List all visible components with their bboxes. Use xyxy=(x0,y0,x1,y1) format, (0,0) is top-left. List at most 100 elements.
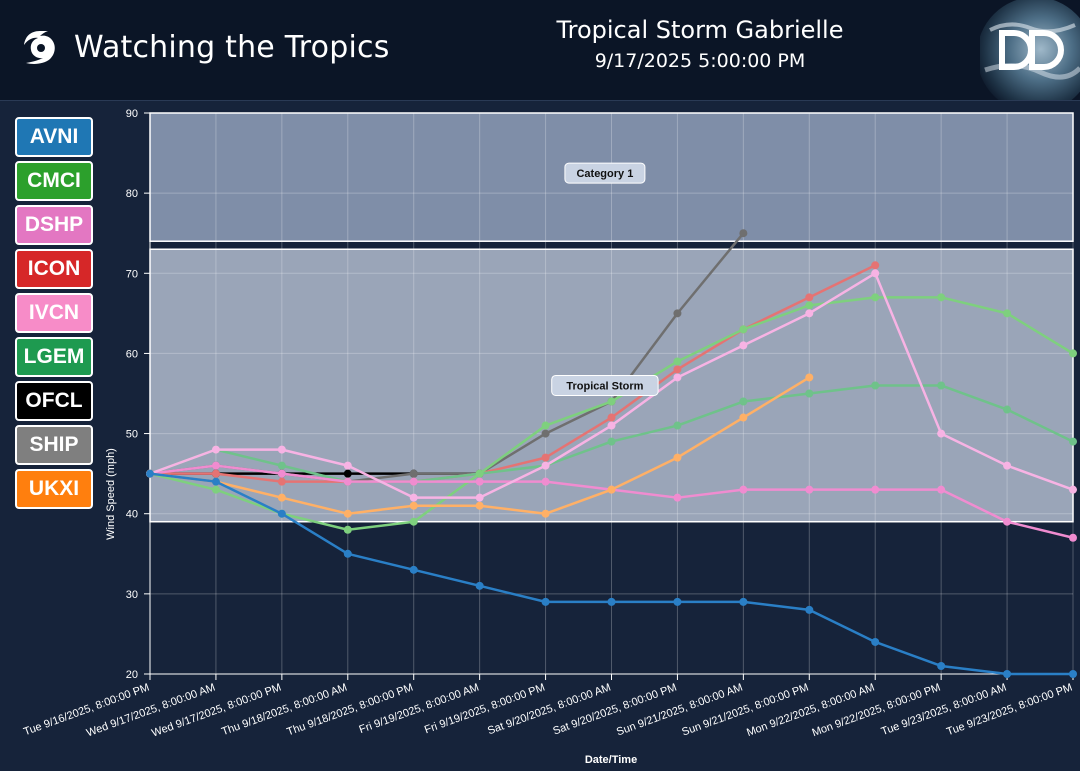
legend-button-ivcn[interactable]: IVCN xyxy=(15,293,93,333)
data-point-avni[interactable] xyxy=(673,597,682,606)
y-tick-label: 60 xyxy=(126,348,138,360)
data-point-cmci[interactable] xyxy=(607,397,616,406)
data-point-cmci[interactable] xyxy=(409,517,418,526)
data-point-icon[interactable] xyxy=(673,365,682,374)
data-point-ukxi[interactable] xyxy=(607,485,616,494)
data-point-icon[interactable] xyxy=(871,261,880,270)
data-point-cmci[interactable] xyxy=(673,357,682,366)
data-point-lgem[interactable] xyxy=(1069,437,1077,446)
data-point-avni[interactable] xyxy=(146,469,154,478)
legend-button-dshp[interactable]: DSHP xyxy=(15,205,93,245)
data-point-avni[interactable] xyxy=(541,597,550,606)
data-point-dshp[interactable] xyxy=(409,477,418,486)
data-point-icon[interactable] xyxy=(541,453,550,462)
data-point-icon[interactable] xyxy=(211,469,220,478)
data-point-dshp[interactable] xyxy=(541,477,550,486)
data-point-dshp[interactable] xyxy=(871,485,880,494)
data-point-ukxi[interactable] xyxy=(475,501,484,510)
data-point-lgem[interactable] xyxy=(1003,405,1012,414)
data-point-ukxi[interactable] xyxy=(343,509,352,518)
data-point-dshp[interactable] xyxy=(739,485,748,494)
data-point-dshp[interactable] xyxy=(673,493,682,502)
data-point-dshp[interactable] xyxy=(343,477,352,486)
data-point-ivcn[interactable] xyxy=(475,493,484,502)
data-point-cmci[interactable] xyxy=(1069,349,1077,358)
data-point-lgem[interactable] xyxy=(607,437,616,446)
data-point-cmci[interactable] xyxy=(475,469,484,478)
legend-button-cmci[interactable]: CMCI xyxy=(15,161,93,201)
data-point-ivcn[interactable] xyxy=(211,445,220,454)
legend-button-lgem[interactable]: LGEM xyxy=(15,337,93,377)
data-point-avni[interactable] xyxy=(475,581,484,590)
data-point-icon[interactable] xyxy=(805,293,814,302)
legend-button-ukxi[interactable]: UKXI xyxy=(15,469,93,509)
data-point-dshp[interactable] xyxy=(277,469,286,478)
data-point-ofcl[interactable] xyxy=(343,469,352,478)
data-point-avni[interactable] xyxy=(871,637,880,646)
data-point-avni[interactable] xyxy=(277,509,286,518)
series-ivcn[interactable] xyxy=(146,269,1077,502)
series-avni[interactable] xyxy=(146,469,1077,678)
data-point-avni[interactable] xyxy=(1069,670,1077,678)
data-point-avni[interactable] xyxy=(805,605,814,614)
data-point-cmci[interactable] xyxy=(541,421,550,430)
legend-button-avni[interactable]: AVNI xyxy=(15,117,93,157)
data-point-ivcn[interactable] xyxy=(673,373,682,382)
data-point-dshp[interactable] xyxy=(475,477,484,486)
data-point-ship[interactable] xyxy=(739,229,748,238)
data-point-ship[interactable] xyxy=(541,429,550,438)
storm-timestamp: 9/17/2025 5:00:00 PM xyxy=(594,50,806,72)
data-point-ivcn[interactable] xyxy=(607,421,616,430)
data-point-ukxi[interactable] xyxy=(409,501,418,510)
data-point-ukxi[interactable] xyxy=(805,373,814,382)
data-point-cmci[interactable] xyxy=(739,325,748,334)
data-point-avni[interactable] xyxy=(1003,670,1012,678)
data-point-ivcn[interactable] xyxy=(409,493,418,502)
data-point-lgem[interactable] xyxy=(673,421,682,430)
data-point-cmci[interactable] xyxy=(343,525,352,534)
data-point-avni[interactable] xyxy=(607,597,616,606)
data-point-icon[interactable] xyxy=(277,477,286,486)
data-point-avni[interactable] xyxy=(211,477,220,486)
data-point-icon[interactable] xyxy=(607,413,616,422)
data-point-cmci[interactable] xyxy=(211,485,220,494)
data-point-avni[interactable] xyxy=(937,661,946,670)
data-point-dshp[interactable] xyxy=(1003,517,1012,526)
data-point-ivcn[interactable] xyxy=(1069,485,1077,494)
data-point-ukxi[interactable] xyxy=(739,413,748,422)
data-point-ukxi[interactable] xyxy=(673,453,682,462)
data-point-ivcn[interactable] xyxy=(541,461,550,470)
data-point-lgem[interactable] xyxy=(277,461,286,470)
data-point-lgem[interactable] xyxy=(937,381,946,390)
data-point-ivcn[interactable] xyxy=(277,445,286,454)
data-point-cmci[interactable] xyxy=(805,301,814,310)
data-point-ship[interactable] xyxy=(409,469,418,478)
legend-button-ofcl[interactable]: OFCL xyxy=(15,381,93,421)
data-point-lgem[interactable] xyxy=(871,381,880,390)
data-point-lgem[interactable] xyxy=(805,389,814,398)
data-point-dshp[interactable] xyxy=(1069,533,1077,542)
data-point-cmci[interactable] xyxy=(1003,309,1012,318)
data-point-ukxi[interactable] xyxy=(277,493,286,502)
data-point-ivcn[interactable] xyxy=(871,269,880,278)
data-point-ship[interactable] xyxy=(673,309,682,318)
legend-button-icon[interactable]: ICON xyxy=(15,249,93,289)
data-point-dshp[interactable] xyxy=(211,461,220,470)
data-point-dshp[interactable] xyxy=(937,485,946,494)
data-point-dshp[interactable] xyxy=(805,485,814,494)
data-point-avni[interactable] xyxy=(409,565,418,574)
data-point-ivcn[interactable] xyxy=(739,341,748,350)
data-point-avni[interactable] xyxy=(739,597,748,606)
data-point-avni[interactable] xyxy=(343,549,352,558)
data-point-ivcn[interactable] xyxy=(1003,461,1012,470)
data-point-ivcn[interactable] xyxy=(937,429,946,438)
data-point-lgem[interactable] xyxy=(739,397,748,406)
data-point-cmci[interactable] xyxy=(937,293,946,302)
dd-logo xyxy=(980,0,1080,100)
data-point-cmci[interactable] xyxy=(871,293,880,302)
data-point-ivcn[interactable] xyxy=(343,461,352,470)
legend-button-ship[interactable]: SHIP xyxy=(15,425,93,465)
data-point-ukxi[interactable] xyxy=(541,509,550,518)
data-point-ivcn[interactable] xyxy=(805,309,814,318)
